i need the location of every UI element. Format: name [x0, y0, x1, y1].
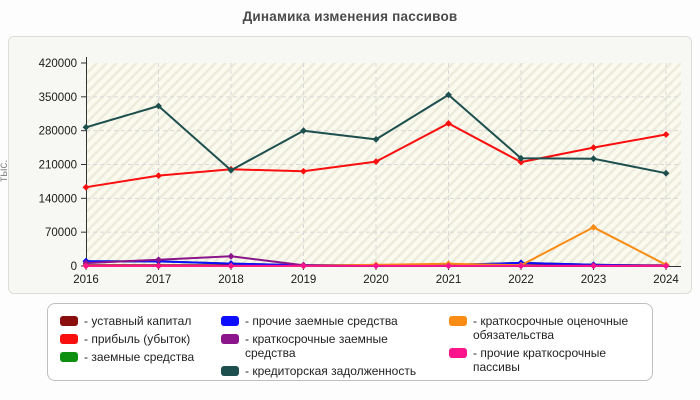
series-marker [372, 262, 380, 270]
series-marker [445, 262, 452, 270]
y-tick-label: 70000 [45, 227, 77, 239]
legend-item: - кредиторская задолженность [221, 364, 441, 378]
series-marker [82, 123, 90, 131]
chart-title: Динамика изменения пассивов [242, 9, 458, 24]
legend-swatch [221, 334, 239, 344]
legend-item: - краткосрочные оценочные обязательства [449, 314, 644, 342]
y-tick-label: 350000 [39, 92, 77, 104]
series-marker [517, 262, 525, 270]
legend-label: - краткосрочные оценочные обязательства [473, 314, 629, 342]
legend-label: - заемные средства [84, 350, 195, 364]
series-marker [82, 183, 90, 191]
x-tick-label: 2018 [218, 274, 244, 286]
x-tick-label: 2016 [73, 274, 99, 286]
series-marker [82, 262, 90, 270]
series-marker [372, 158, 380, 165]
legend-label: - прочие краткосрочные пассивы [473, 346, 607, 374]
y-axis-label: тыс. [0, 159, 10, 182]
legend-column-3: - краткосрочные оценочные обязательства -… [449, 314, 644, 374]
series-marker [155, 172, 162, 180]
series-marker [227, 166, 235, 174]
series-marker [155, 262, 162, 270]
legend-item: - уставный капитал [60, 314, 230, 328]
series-marker [155, 102, 162, 110]
x-tick-label: 2019 [291, 274, 317, 286]
y-tick-label: 280000 [39, 126, 77, 138]
series-marker [372, 135, 380, 143]
series-marker [590, 262, 597, 270]
x-tick-label: 2023 [581, 274, 607, 286]
legend-swatch [60, 334, 78, 344]
series-marker [445, 91, 452, 99]
series-marker [590, 155, 597, 163]
series-marker [517, 154, 525, 162]
series-marker [517, 158, 525, 166]
legend-item: - прочие заемные средства [221, 314, 441, 328]
series-marker [662, 262, 670, 270]
series-marker [227, 252, 235, 260]
x-tick-label: 2020 [363, 274, 389, 286]
series-marker [155, 256, 162, 264]
legend-item: - заемные средства [60, 350, 230, 364]
series-marker [300, 262, 307, 270]
plot-panel: 0 70000 140000 210000 280000 350000 420000 2016… [0, 36, 692, 294]
x-tick-label: 2017 [146, 274, 172, 286]
liabilities-chart: 0 70000 140000 210000 280000 350000 420000 2016… [39, 57, 681, 286]
legend-label: - кредиторская задолженность [245, 364, 417, 378]
legend-label: - уставный капитал [84, 314, 192, 328]
legend-label: - краткосрочные заемные средства [245, 332, 388, 360]
series-marker [227, 262, 235, 270]
x-tick-label: 2021 [436, 274, 462, 286]
legend-swatch [221, 366, 239, 376]
x-tick-label: 2024 [653, 274, 679, 286]
legend-column-1: - уставный капитал - прибыль (убыток) - за… [60, 314, 230, 364]
legend-item: - прочие краткосрочные пассивы [449, 346, 644, 374]
legend-swatch [60, 316, 78, 326]
legend-swatch [449, 316, 467, 326]
legend-swatch [221, 316, 239, 326]
series-marker [445, 120, 452, 127]
legend-label: - прочие заемные средства [245, 314, 398, 328]
legend-item: - краткосрочные заемные средства [221, 332, 441, 360]
legend-swatch [449, 348, 467, 358]
legend-column-2: - прочие заемные средства - краткосрочные… [221, 314, 441, 378]
legend-box: - уставный капитал - прибыль (убыток) - за… [47, 303, 653, 381]
series-marker [662, 131, 670, 138]
y-tick-label: 140000 [39, 193, 77, 205]
series-marker [590, 144, 597, 151]
y-tick-label: 420000 [39, 58, 77, 70]
series-marker [300, 127, 307, 135]
x-tick-label: 2022 [508, 274, 534, 286]
legend-item: - прибыль (убыток) [60, 332, 230, 346]
series-marker [300, 167, 307, 175]
y-tick-label: 210000 [39, 160, 77, 172]
legend-swatch [60, 352, 78, 362]
series-marker [590, 223, 597, 231]
y-tick-label: 0 [71, 261, 77, 273]
legend-label: - прибыль (убыток) [84, 332, 191, 346]
series-marker [662, 169, 670, 177]
